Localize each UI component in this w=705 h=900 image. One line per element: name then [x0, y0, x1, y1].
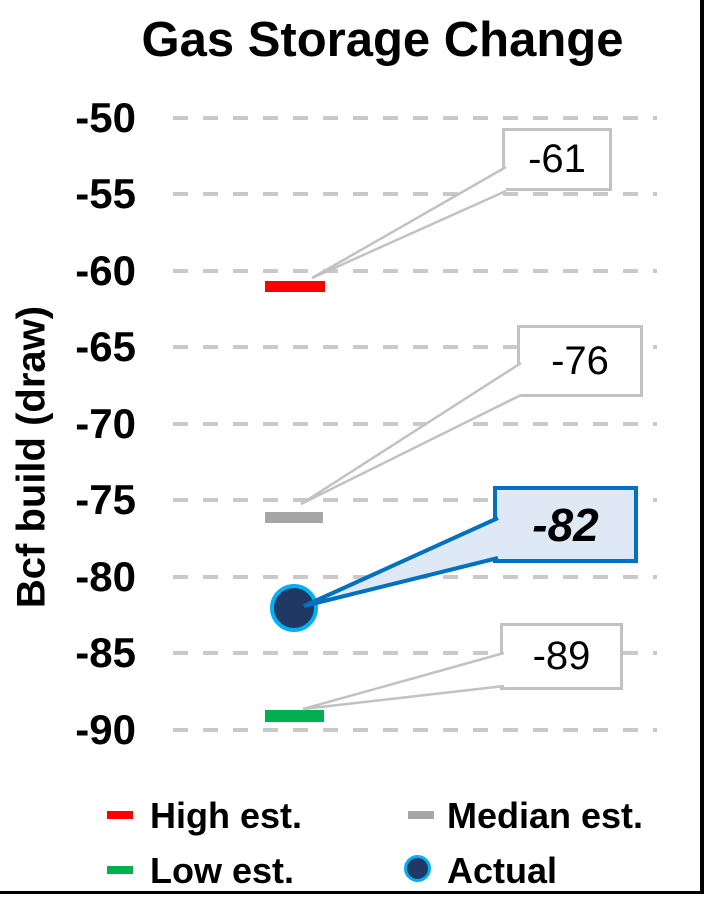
high-callout-pointer	[311, 165, 507, 280]
y-tick-label: -80	[75, 553, 136, 600]
chart-border-right	[700, 0, 704, 893]
median-callout-pointer	[300, 361, 522, 506]
low-estimate-callout-value: -89	[532, 634, 591, 678]
median-estimate-callout-value: -76	[551, 338, 609, 383]
chart-border-bottom	[0, 891, 704, 894]
median-est-legend-key-icon	[408, 811, 434, 819]
high-estimate-callout-box: -61	[502, 128, 612, 191]
high-est-legend-label: High est.	[150, 795, 303, 836]
y-tick-label: -50	[75, 94, 136, 141]
actual-legend-label: Actual	[447, 850, 558, 891]
median-est-legend-label: Median est.	[447, 795, 644, 836]
gridline--55	[173, 192, 657, 196]
y-tick-label: -65	[75, 323, 136, 370]
low-estimate-callout-box: -89	[500, 623, 623, 690]
low-callout-pointer	[302, 651, 505, 711]
actual-callout-value: -82	[532, 498, 599, 551]
y-tick-label: -70	[75, 400, 136, 447]
y-tick-label: -75	[75, 476, 136, 523]
actual-point-marker	[270, 584, 318, 632]
high-estimate-callout-value: -61	[528, 137, 586, 181]
low-est-legend-label: Low est.	[150, 850, 295, 891]
actual-legend-key-icon	[404, 855, 431, 882]
high-est-legend-key-icon	[107, 811, 133, 819]
gridline--60	[173, 269, 657, 273]
y-tick-label: -90	[75, 706, 136, 753]
actual-callout-box: -82	[493, 486, 638, 563]
median-estimate-marker	[265, 512, 323, 523]
gridline--70	[173, 422, 657, 426]
y-tick-label: -55	[75, 170, 136, 217]
actual-callout-pointer	[303, 516, 499, 608]
low-estimate-marker	[265, 710, 324, 722]
y-tick-label: -85	[75, 629, 136, 676]
gridline--65	[173, 345, 657, 349]
y-tick-label: -60	[75, 247, 136, 294]
gridline--80	[173, 575, 657, 579]
median-estimate-callout-box: -76	[517, 325, 643, 397]
high-estimate-marker	[265, 281, 325, 292]
gridline--90	[173, 728, 657, 732]
gridline--50	[173, 116, 657, 120]
low-est-legend-key-icon	[107, 866, 133, 874]
y-axis-title: Bcf build (draw)	[9, 305, 54, 609]
chart-title: Gas Storage Change	[141, 13, 624, 67]
